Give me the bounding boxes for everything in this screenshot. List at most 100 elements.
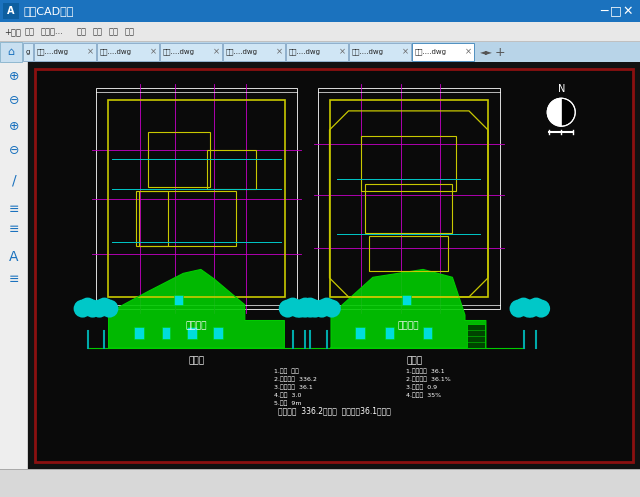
Text: 欧式....dwg: 欧式....dwg xyxy=(226,49,258,55)
Bar xyxy=(162,327,170,338)
Bar xyxy=(0,41,640,42)
Bar xyxy=(286,43,348,61)
Bar xyxy=(134,327,145,338)
Bar xyxy=(349,43,411,61)
Circle shape xyxy=(313,300,331,318)
Circle shape xyxy=(291,300,309,318)
Bar xyxy=(187,327,197,338)
Bar xyxy=(0,0,640,22)
Bar xyxy=(361,136,456,191)
Text: 5.总高  9m: 5.总高 9m xyxy=(274,400,301,406)
Circle shape xyxy=(84,300,102,318)
Wedge shape xyxy=(561,98,575,126)
Circle shape xyxy=(522,300,540,318)
Text: 一层平面: 一层平面 xyxy=(186,321,207,330)
Text: ×: × xyxy=(275,48,282,57)
Text: A: A xyxy=(9,250,19,264)
Bar xyxy=(97,43,159,61)
Bar xyxy=(467,325,485,348)
Bar xyxy=(223,43,285,61)
Bar xyxy=(0,62,28,469)
Bar xyxy=(35,69,633,462)
Text: /: / xyxy=(12,173,16,187)
Bar xyxy=(0,469,640,497)
Circle shape xyxy=(90,300,108,318)
Text: ◄►: ◄► xyxy=(480,48,493,57)
Bar xyxy=(148,132,210,187)
Text: 3.占地面积  36.1: 3.占地面积 36.1 xyxy=(274,384,313,390)
Circle shape xyxy=(95,298,113,316)
Text: 2.建筑密度  36.1%: 2.建筑密度 36.1% xyxy=(406,376,451,382)
Text: 欧式....dwg: 欧式....dwg xyxy=(163,49,195,55)
Text: 欧式....dwg: 欧式....dwg xyxy=(100,49,132,55)
Text: 4.绿化率  35%: 4.绿化率 35% xyxy=(406,392,441,398)
Bar xyxy=(139,191,236,246)
Text: 正立面: 正立面 xyxy=(406,356,423,365)
Text: ⊕: ⊕ xyxy=(9,71,19,83)
Text: 前进: 前进 xyxy=(109,27,119,36)
Text: 欧式....dwg: 欧式....dwg xyxy=(352,49,384,55)
Text: g: g xyxy=(26,49,30,55)
Text: 1.层数  三层: 1.层数 三层 xyxy=(274,368,299,374)
Text: +: + xyxy=(495,46,506,59)
Text: ⊖: ⊖ xyxy=(9,144,19,157)
Text: □: □ xyxy=(610,4,622,17)
Text: 洛立面: 洛立面 xyxy=(188,356,205,365)
Circle shape xyxy=(296,300,314,318)
Circle shape xyxy=(509,300,527,318)
Circle shape xyxy=(289,300,307,318)
Bar xyxy=(0,42,640,62)
Polygon shape xyxy=(331,269,486,348)
Bar xyxy=(0,22,640,42)
Polygon shape xyxy=(109,269,284,348)
Bar xyxy=(0,469,640,470)
Bar xyxy=(28,62,640,469)
Bar xyxy=(34,43,96,61)
Circle shape xyxy=(100,300,118,318)
Text: 另存为...: 另存为... xyxy=(41,27,64,36)
Bar xyxy=(108,100,285,297)
Text: +打开: +打开 xyxy=(4,27,21,36)
Bar xyxy=(423,327,432,338)
Text: N: N xyxy=(557,84,565,94)
Circle shape xyxy=(532,300,550,318)
Text: 欧式....dwg: 欧式....dwg xyxy=(415,49,447,55)
Circle shape xyxy=(323,300,341,318)
Bar xyxy=(27,62,28,469)
Text: ×: × xyxy=(339,48,346,57)
Circle shape xyxy=(74,300,92,318)
Text: 4.层高  3.0: 4.层高 3.0 xyxy=(274,392,301,398)
Circle shape xyxy=(284,298,301,316)
Bar xyxy=(136,191,168,246)
Text: 二层平面: 二层平面 xyxy=(398,321,419,330)
Bar xyxy=(207,150,257,189)
Bar xyxy=(365,184,452,233)
Circle shape xyxy=(279,300,297,318)
Text: ×: × xyxy=(150,48,157,57)
Text: ≡: ≡ xyxy=(9,203,19,217)
Bar xyxy=(369,236,449,271)
Text: ×: × xyxy=(401,48,408,57)
Text: ⊖: ⊖ xyxy=(9,93,19,106)
Text: 后退: 后退 xyxy=(93,27,103,36)
Bar xyxy=(3,3,19,19)
Text: 建筑面积  336.2平方米  占地面积36.1平方米: 建筑面积 336.2平方米 占地面积36.1平方米 xyxy=(278,406,390,415)
Text: 删除: 删除 xyxy=(125,27,135,36)
Circle shape xyxy=(527,298,545,316)
Text: ⊕: ⊕ xyxy=(9,120,19,134)
Wedge shape xyxy=(547,98,561,126)
Bar xyxy=(402,295,411,305)
Text: ≡: ≡ xyxy=(9,273,19,286)
Bar xyxy=(0,42,22,62)
Circle shape xyxy=(520,300,538,318)
Text: ⌂: ⌂ xyxy=(8,47,15,57)
Circle shape xyxy=(301,300,319,318)
Bar xyxy=(160,43,222,61)
Bar xyxy=(23,43,33,61)
Text: 欧式....dwg: 欧式....dwg xyxy=(289,49,321,55)
Circle shape xyxy=(79,298,97,316)
Text: 3.容积率  0.9: 3.容积率 0.9 xyxy=(406,384,437,390)
Text: 1.用地面积  36.1: 1.用地面积 36.1 xyxy=(406,368,444,374)
Bar xyxy=(385,327,394,338)
Circle shape xyxy=(318,298,336,316)
